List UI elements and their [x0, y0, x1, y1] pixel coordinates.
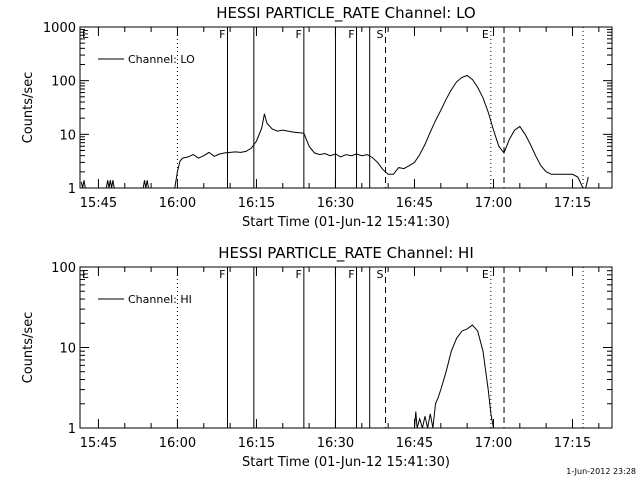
x-axis-label: Start Time (01-Jun-12 15:41:30) — [242, 455, 450, 470]
event-marker-label: E — [482, 268, 489, 281]
event-marker-label: F — [296, 268, 302, 281]
event-marker-label: E — [482, 28, 489, 41]
event-marker-label: F — [296, 28, 302, 41]
x-tick-label: 15:45 — [80, 196, 117, 211]
x-tick-label: 16:00 — [159, 436, 196, 451]
x-tick-label: 17:00 — [475, 196, 512, 211]
y-tick-label: 100 — [51, 261, 76, 276]
y-tick-label: 1 — [68, 182, 76, 197]
event-marker-label: F — [219, 28, 225, 41]
plot-frame — [79, 266, 613, 429]
x-tick-label: 17:15 — [554, 436, 591, 451]
plot-timestamp: 1-Jun-2012 23:28 — [566, 467, 636, 476]
event-marker-label: F — [348, 28, 354, 41]
y-tick-label: 100 — [51, 75, 76, 90]
event-marker-label: F — [348, 268, 354, 281]
x-tick-label: 16:45 — [396, 436, 433, 451]
series-line-0 — [414, 324, 494, 429]
chart-title: HESSI PARTICLE_RATE Channel: LO — [216, 4, 475, 23]
x-tick-label: 16:15 — [238, 196, 275, 211]
x-tick-label: 16:30 — [317, 196, 354, 211]
event-marker-label: S — [377, 268, 384, 281]
x-tick-label: 16:15 — [238, 436, 275, 451]
x-tick-label: 16:00 — [159, 196, 196, 211]
plot-frame — [79, 26, 613, 189]
legend-entry: Channel: LO — [128, 53, 195, 66]
x-axis-label: Start Time (01-Jun-12 15:41:30) — [242, 215, 450, 230]
y-axis-label: Counts/sec — [21, 72, 36, 144]
y-tick-label: 10 — [59, 128, 76, 143]
corner-marker-label: E — [82, 268, 89, 281]
y-tick-label: 1 — [68, 422, 76, 437]
x-tick-label: 16:30 — [317, 436, 354, 451]
x-tick-label: 17:15 — [554, 196, 591, 211]
y-axis-label: Counts/sec — [21, 312, 36, 384]
x-tick-label: 16:45 — [396, 196, 433, 211]
series-line-0 — [80, 74, 589, 189]
x-tick-label: 15:45 — [80, 436, 117, 451]
event-marker-label: F — [219, 268, 225, 281]
legend-entry: Channel: HI — [128, 293, 192, 306]
y-tick-label: 1000 — [43, 21, 76, 36]
y-tick-label: 10 — [59, 342, 76, 357]
chart-title: HESSI PARTICLE_RATE Channel: HI — [218, 244, 474, 263]
event-marker-label: S — [377, 28, 384, 41]
x-tick-label: 17:00 — [475, 436, 512, 451]
corner-marker-label: E — [82, 28, 89, 41]
